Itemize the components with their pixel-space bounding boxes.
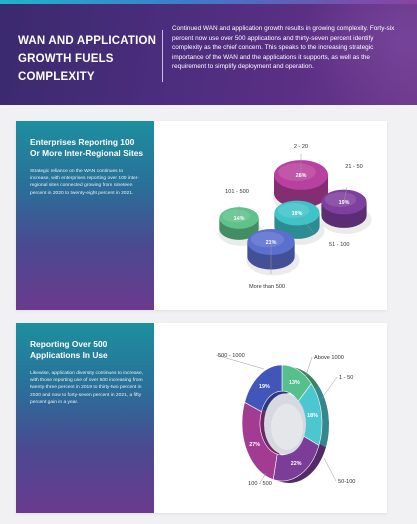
- header-banner: WAN AND APPLICATION GROWTH FUELS COMPLEX…: [0, 0, 417, 105]
- apps-chart: 13% Above 1000 18% 1 - 50 22% 50-100 27% 100 - …: [154, 323, 387, 513]
- apps-description: Likewise, application diversity continue…: [30, 371, 144, 405]
- donut-category-label: Above 1000: [314, 355, 344, 361]
- donut-leader-line: [323, 457, 337, 482]
- bubble-2: [320, 189, 372, 234]
- sites-panel: Enterprises Reporting 100 Or More Inter-…: [16, 121, 154, 310]
- donut-leader-line: [215, 354, 265, 370]
- sites-card: Enterprises Reporting 100 Or More Inter-…: [16, 121, 387, 310]
- donut-leader-line: [303, 356, 313, 382]
- donut-value-label: 19%: [259, 384, 270, 390]
- apps-card: Reporting Over 500 Applications In Use L…: [16, 323, 387, 513]
- donut-value-label: 13%: [289, 380, 300, 386]
- header-accent-stripe: [0, 0, 417, 4]
- bubble-category-label: 21 - 50: [345, 164, 362, 170]
- sites-bubble-chart: 28% 2 - 20 19% 21 - 50 14% 101 - 500 19% 51 - 1…: [218, 144, 372, 290]
- bubble-leader-line: [296, 212, 315, 234]
- bubble-category-label: 101 - 500: [225, 189, 249, 195]
- donut-value-label: 27%: [249, 442, 260, 448]
- apps-panel: Reporting Over 500 Applications In Use L…: [16, 323, 154, 513]
- bubble-category-label: 51 - 100: [329, 242, 350, 248]
- bubble-leader-line: [343, 186, 348, 203]
- donut-category-label: 50-100: [338, 479, 355, 485]
- bubble-5: [246, 228, 300, 276]
- donut-category-label: 1 - 50: [339, 375, 353, 381]
- donut-value-label: 22%: [291, 461, 302, 467]
- bubble-value-label: 14%: [234, 216, 245, 222]
- bubble-value-label: 28%: [296, 173, 307, 179]
- donut-category-label: 500 - 1000: [218, 353, 245, 359]
- donut-leader-line: [321, 376, 338, 399]
- header-description: Continued WAN and application growth res…: [172, 25, 395, 71]
- page-title: WAN AND APPLICATION GROWTH FUELS COMPLEX…: [18, 35, 157, 83]
- apps-title: Reporting Over 500 Applications In Use: [30, 339, 108, 360]
- apps-donut-chart: 13% Above 1000 18% 1 - 50 22% 50-100 27% 100 - …: [215, 353, 355, 487]
- donut-leader-line: [259, 472, 267, 484]
- donut-category-label: 100 - 500: [248, 481, 272, 487]
- bubble-value-label: 19%: [292, 211, 303, 217]
- sites-description: Strategic reliance on the WAN continues …: [30, 169, 140, 196]
- header-divider: [162, 30, 163, 82]
- sites-chart: 28% 2 - 20 19% 21 - 50 14% 101 - 500 19% 51 - 1…: [154, 121, 387, 310]
- donut-value-label: 18%: [307, 413, 318, 419]
- bubble-category-label: More than 500: [249, 284, 285, 290]
- sites-title: Enterprises Reporting 100 Or More Inter-…: [30, 137, 144, 158]
- bubble-category-label: 2 - 20: [294, 144, 308, 150]
- header-glow: [300, 0, 417, 105]
- bubble-value-label: 19%: [339, 200, 350, 206]
- donut-slice-5: [244, 364, 283, 413]
